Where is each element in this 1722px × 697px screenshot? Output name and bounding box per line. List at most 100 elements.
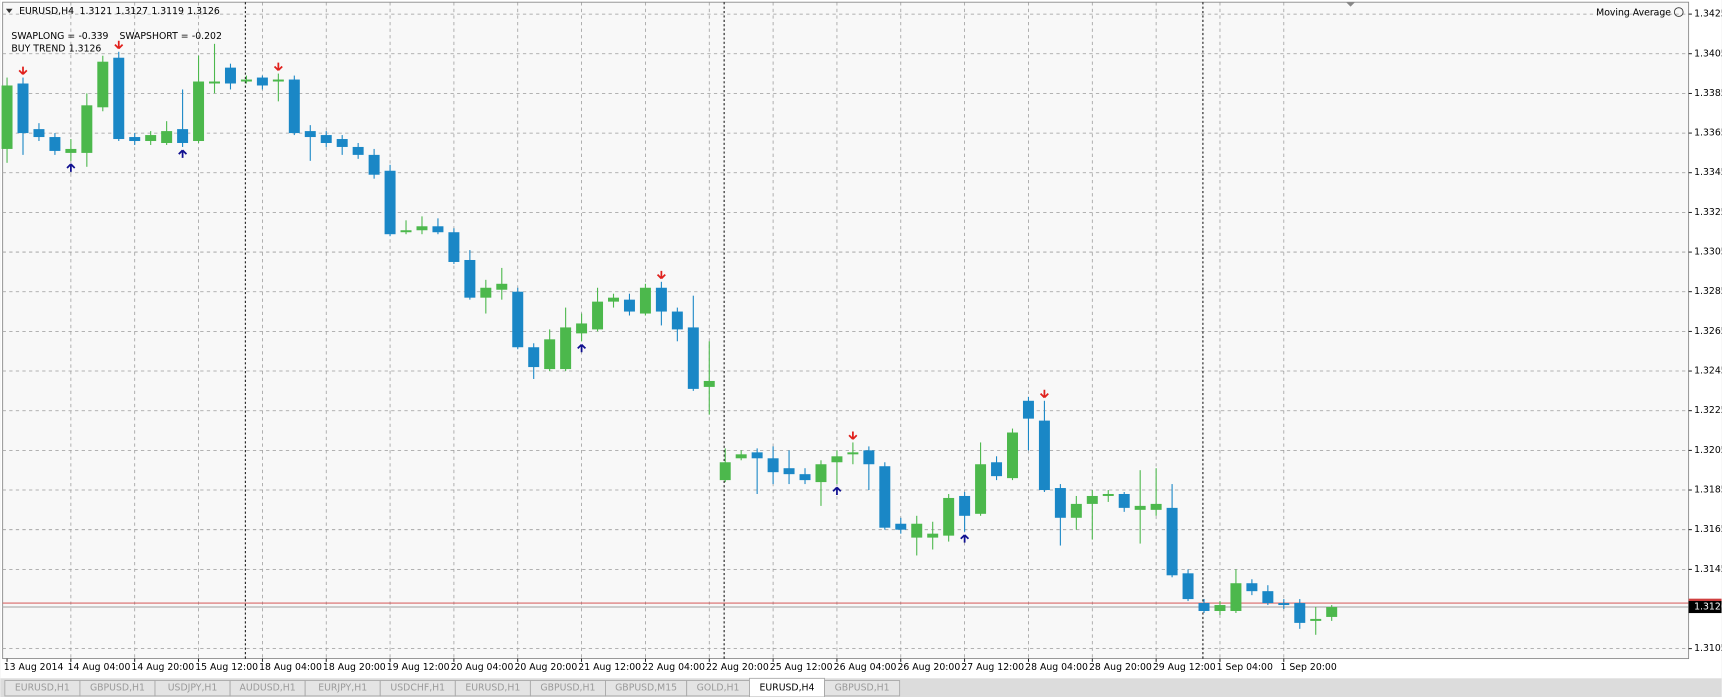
candle-body (1022, 400, 1034, 419)
candle-body (911, 523, 923, 538)
candle-body (416, 226, 428, 231)
bid-label-box (1688, 600, 1722, 614)
candle-body (927, 533, 939, 538)
tab-label[interactable]: GBPUSD,H1 (540, 683, 595, 694)
menu-triangle[interactable] (5, 8, 13, 14)
candle-body (719, 462, 731, 481)
candle-body (655, 287, 667, 312)
y-tick-label: 1.3325 (1694, 207, 1722, 218)
tab-label[interactable]: USDCHF,H1 (390, 683, 445, 694)
swap-short-label: SWAPSHORT = (119, 31, 188, 42)
candle-body (879, 466, 891, 528)
candle-body (528, 347, 540, 368)
candle-body (623, 299, 635, 312)
candle-body (1230, 583, 1242, 611)
y-tick-label: 1.3105 (1694, 643, 1722, 654)
indicator-name: Moving Average (1596, 8, 1671, 19)
swap-info: SWAPLONG = -0.339 SWAPSHORT = -0.202 (11, 31, 221, 42)
tab[interactable] (824, 680, 901, 697)
candle-body (1182, 573, 1194, 600)
candle-body (608, 297, 619, 302)
candle-body (480, 287, 492, 298)
candle-body (1070, 503, 1082, 518)
x-tick-label: 20 Aug 04:00 (451, 662, 514, 673)
candle-body (847, 452, 859, 455)
candle-body (432, 226, 444, 233)
header: EURUSD,H4 1.3121 1.3127 1.3119 1.3126 (19, 5, 220, 16)
x-tick-label: 15 Aug 12:00 (195, 662, 258, 673)
buy-arrow (178, 149, 188, 158)
candle-body (975, 464, 987, 514)
candle-body (1150, 503, 1162, 510)
x-tick-label: 29 Aug 12:00 (1153, 662, 1216, 673)
x-tick-label: 26 Aug 04:00 (834, 662, 897, 673)
candle-body (448, 232, 460, 262)
tab-label[interactable]: EURUSD,H1 (465, 683, 520, 694)
tab-label[interactable]: GOLD,H1 (697, 683, 740, 694)
ask-marker (1688, 598, 1722, 602)
candle-body (240, 79, 252, 82)
y-tick-label: 1.3165 (1694, 524, 1722, 535)
y-tick-label: 1.3185 (1694, 485, 1722, 496)
x-tick-label: 28 Aug 04:00 (1025, 662, 1088, 673)
tab-label[interactable]: GBPUSD,M15 (615, 683, 677, 694)
x-tick-label: 20 Aug 20:00 (514, 662, 577, 673)
x-tick-label: 14 Aug 20:00 (131, 662, 194, 673)
tab-label[interactable]: GBPUSD,H1 (835, 683, 890, 694)
x-tick-label: 14 Aug 04:00 (68, 662, 131, 673)
candle-body (991, 462, 1003, 477)
candle-body (288, 79, 300, 134)
tab-label[interactable]: EURUSD,H1 (15, 683, 70, 694)
candle-body (639, 287, 651, 314)
candle-body (368, 154, 380, 175)
candle-body (512, 291, 524, 348)
tab-label[interactable]: EURJPY,H1 (318, 683, 367, 694)
candle-body (145, 135, 157, 142)
tab-label[interactable]: EURUSD,H4 (760, 683, 815, 694)
candle-body (687, 327, 699, 389)
candle-body (1198, 603, 1210, 611)
tab-label[interactable]: USDJPY,H1 (168, 683, 218, 694)
candle-body (113, 57, 125, 140)
candle-body (751, 452, 763, 459)
trend-info: BUY TREND 1.3126 (11, 43, 101, 54)
sell-arrow (114, 40, 124, 50)
x-tick-label: 22 Aug 20:00 (706, 662, 769, 673)
y-tick-label: 1.3305 (1694, 247, 1722, 258)
candle-body (544, 339, 556, 370)
candle-body (895, 523, 907, 530)
candle-body (783, 468, 795, 475)
ohlc-high: 1.3127 (115, 5, 148, 16)
candle-body (1038, 420, 1050, 491)
y-tick-label: 1.3405 (1694, 48, 1722, 59)
x-tick-label: 1 Sep 04:00 (1217, 662, 1273, 673)
candle-body (193, 81, 205, 142)
buy-arrow (577, 343, 587, 353)
sell-arrow (18, 66, 28, 75)
candle-body (209, 81, 221, 84)
tab-label[interactable]: GBPUSD,H1 (90, 683, 145, 694)
candle-body (735, 454, 747, 459)
y-tick-label: 1.3205 (1694, 445, 1722, 456)
candle-body (767, 458, 779, 473)
indicator-icon[interactable] (1673, 7, 1684, 17)
candle-body (1166, 507, 1178, 576)
candle-body (592, 301, 604, 330)
tab-label[interactable]: AUDUSD,H1 (240, 683, 296, 694)
candle-body (815, 464, 827, 483)
symbol: EURUSD,H4 (19, 5, 74, 16)
candle-body (304, 131, 316, 138)
sell-arrow (848, 431, 858, 440)
ohlc-low: 1.3119 (151, 5, 184, 16)
candle-body (1, 85, 13, 149)
candle-body (1086, 495, 1098, 504)
x-tick-label: 21 Aug 12:00 (578, 662, 641, 673)
x-tick-label: 13 Aug 2014 (4, 662, 64, 673)
candle-body (1326, 607, 1338, 617)
swap-long-label: SWAPLONG = (11, 31, 75, 42)
candle-body (1118, 493, 1130, 508)
candles (1, 40, 1338, 635)
candle-body (129, 137, 141, 142)
swap-short-value: -0.202 (192, 31, 222, 42)
candle-body (464, 259, 476, 298)
